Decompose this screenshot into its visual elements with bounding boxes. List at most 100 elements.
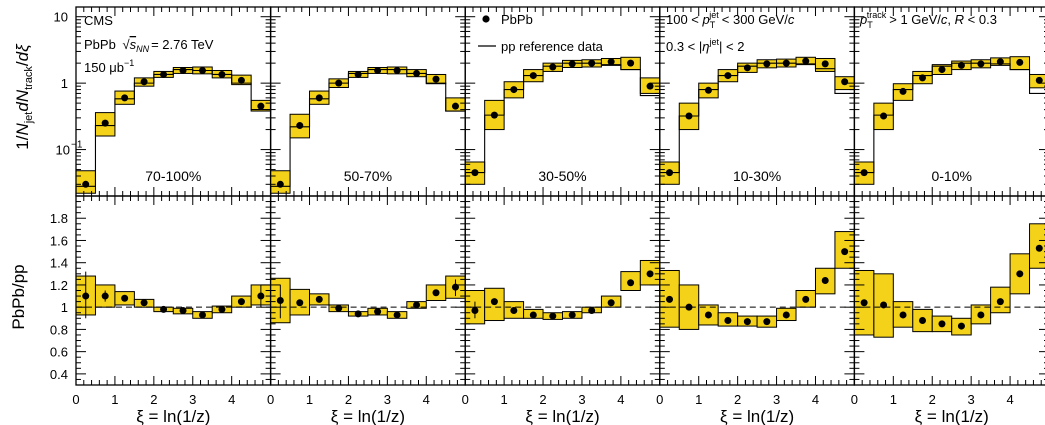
pbpb-point xyxy=(160,70,168,78)
bottom-y-tick-label: 0.4 xyxy=(50,367,68,382)
ratio-point xyxy=(880,301,888,309)
ratio-point xyxy=(198,311,206,319)
bottom-y-tick-label: 1.2 xyxy=(50,278,68,293)
pbpb-point xyxy=(82,180,90,188)
top-y-tick-label: 10 xyxy=(56,143,70,158)
ratio-point xyxy=(335,304,343,312)
legend-label-pp: pp reference data xyxy=(501,39,604,54)
centrality-label: 10-30% xyxy=(733,168,781,184)
collision-label: PbPb √sNN = 2.76 TeV xyxy=(84,37,214,54)
pbpb-point xyxy=(588,59,596,67)
x-tick-label: 4 xyxy=(228,392,235,407)
x-tick-label: 4 xyxy=(617,392,624,407)
pbpb-point xyxy=(568,60,576,68)
ratio-point xyxy=(490,298,498,306)
pbpb-point xyxy=(724,72,732,80)
x-axis-label: ξ = ln(1/z) xyxy=(331,407,405,425)
pbpb-point xyxy=(899,87,907,95)
ratio-point xyxy=(1016,270,1024,278)
x-tick-label: 1 xyxy=(306,392,313,407)
ratio-point xyxy=(724,317,732,325)
pbpb-point xyxy=(374,66,382,74)
bottom-y-tick-label: 1.4 xyxy=(50,256,68,271)
centrality-label: 70-100% xyxy=(145,168,201,184)
pbpb-point xyxy=(413,69,421,77)
pbpb-point xyxy=(821,60,829,68)
panel-1: 0 1 2 3 4 ξ = ln(1/z) 70-100% xyxy=(72,6,272,425)
x-tick-label: 0 xyxy=(267,392,274,407)
x-tick-label: 3 xyxy=(773,392,780,407)
ratio-point xyxy=(179,307,187,315)
x-tick-label: 1 xyxy=(890,392,897,407)
pbpb-point xyxy=(393,66,401,74)
ratio-point xyxy=(996,298,1004,306)
panel-4: 0 1 2 3 4 ξ = ln(1/z) 10-30% xyxy=(656,6,856,425)
ratio-point xyxy=(685,303,693,311)
pbpb-point xyxy=(957,61,965,69)
ratio-point xyxy=(549,312,557,320)
pbpb-point xyxy=(490,111,498,119)
panel-3: 0 1 2 3 4 ξ = ln(1/z) 30-50% xyxy=(462,6,661,425)
panel-5: 0 1 2 3 4 ξ = ln(1/z) 0-10% xyxy=(851,6,1045,425)
bottom-y-axis-label: PbPb/pp xyxy=(9,264,28,329)
legend-label-pbpb: PbPb xyxy=(501,12,533,27)
pbpb-point xyxy=(860,169,868,177)
ratio-point xyxy=(529,311,537,319)
pbpb-point xyxy=(938,66,946,74)
ratio-point xyxy=(121,294,129,302)
bottom-y-tick-label: 0.6 xyxy=(50,345,68,360)
ratio-point xyxy=(413,301,421,309)
x-tick-label: 0 xyxy=(72,392,79,407)
x-tick-label: 1 xyxy=(111,392,118,407)
pbpb-point xyxy=(743,64,751,72)
ratio-point xyxy=(218,305,226,313)
pbpb-point xyxy=(802,57,810,65)
x-tick-label: 3 xyxy=(578,392,585,407)
ratio-point xyxy=(607,299,615,307)
ratio-point xyxy=(802,295,810,303)
ratio-point xyxy=(101,292,109,300)
bottom-y-tick-label: 0.8 xyxy=(50,322,68,337)
pbpb-point xyxy=(218,70,226,78)
x-tick-label: 3 xyxy=(968,392,975,407)
pbpb-point xyxy=(996,58,1004,66)
ratio-point xyxy=(237,298,245,306)
centrality-label: 50-70% xyxy=(344,168,392,184)
x-axis-label: ξ = ln(1/z) xyxy=(720,407,794,425)
x-tick-label: 4 xyxy=(423,392,430,407)
pbpb-point xyxy=(179,66,187,74)
ratio-point xyxy=(782,311,790,319)
x-tick-label: 4 xyxy=(1006,392,1013,407)
pbpb-point xyxy=(782,59,790,67)
pbpb-point xyxy=(198,66,206,74)
ratio-point xyxy=(627,279,635,287)
pbpb-point xyxy=(1016,58,1024,66)
ratio-point xyxy=(568,311,576,319)
ratio-point xyxy=(257,292,265,300)
ratio-point xyxy=(315,295,323,303)
ratio-point xyxy=(374,308,382,316)
pbpb-point xyxy=(841,78,849,86)
x-axis-label: ξ = ln(1/z) xyxy=(136,407,210,425)
pp-reference-line xyxy=(75,69,271,196)
pbpb-point xyxy=(451,102,459,110)
ratio-point xyxy=(471,307,479,315)
pbpb-point xyxy=(607,58,615,66)
pbpb-point xyxy=(704,86,712,94)
top-y-tick-exponent: −1 xyxy=(71,140,83,151)
pbpb-point xyxy=(880,112,888,120)
bottom-y-tick-label: 1 xyxy=(61,300,68,315)
cut-eta-jet: 0.3 < |ηjet| < 2 xyxy=(666,37,744,54)
x-tick-label: 3 xyxy=(189,392,196,407)
ratio-point xyxy=(704,311,712,319)
pbpb-point xyxy=(627,59,635,67)
panel-2: 0 1 2 3 4 ξ = ln(1/z) 50-70% xyxy=(267,6,466,425)
ratio-point xyxy=(938,320,946,328)
x-tick-label: 0 xyxy=(851,392,858,407)
pbpb-point xyxy=(1035,76,1043,84)
ratio-point xyxy=(646,270,654,278)
pbpb-point xyxy=(432,75,440,83)
x-axis-label: ξ = ln(1/z) xyxy=(915,407,989,425)
x-tick-label: 2 xyxy=(345,392,352,407)
top-y-tick-label: 10 xyxy=(54,10,68,25)
